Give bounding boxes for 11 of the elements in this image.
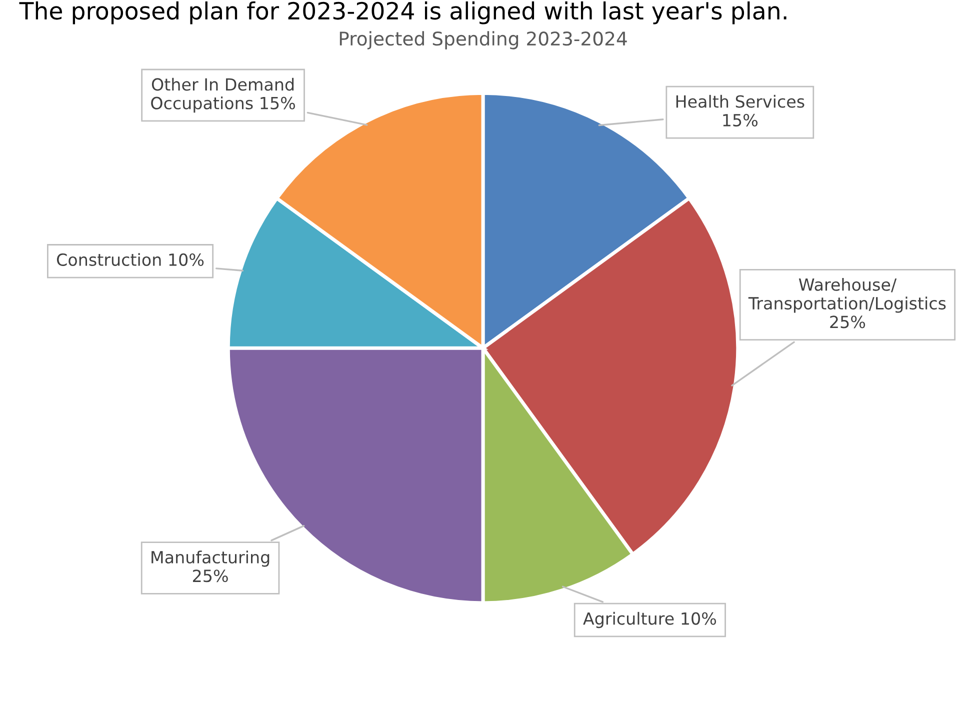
chart-title: Projected Spending 2023-2024	[340, 31, 627, 50]
slice-label: Construction 10%	[56, 253, 204, 266]
slice-label: Manufacturing	[152, 550, 270, 567]
data-label: 25%	[830, 316, 866, 328]
slice-label: Warehouse/ Transportation/Logistics	[748, 278, 946, 313]
data-label: 25%	[192, 570, 228, 582]
slice-label: Health Services	[676, 94, 804, 108]
data-label: 15%	[723, 114, 758, 126]
text: The proposed plan for 2023-2024 is aligned with last year's plan.	[19, 1, 786, 24]
slice-label: Other In Demand Occupations 15%	[151, 78, 295, 113]
slice-label: Agriculture 10%	[583, 612, 716, 628]
